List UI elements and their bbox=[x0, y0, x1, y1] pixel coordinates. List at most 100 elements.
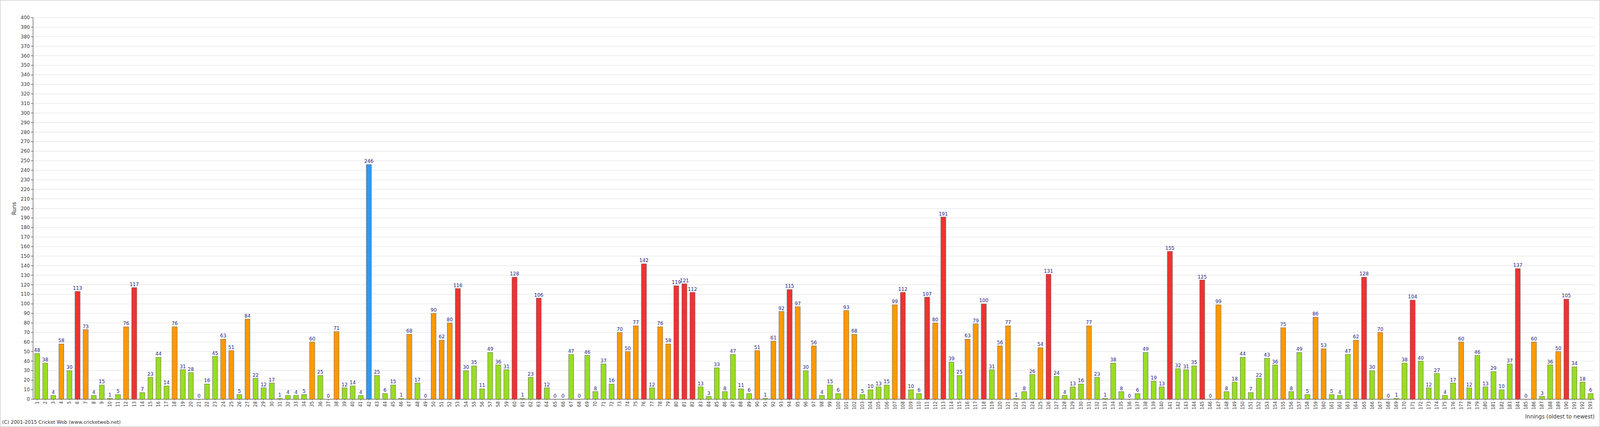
tick-label: 114 bbox=[949, 401, 955, 410]
tick-label: 130 bbox=[1078, 401, 1084, 410]
tick-label: 320 bbox=[20, 91, 30, 97]
tick-mark bbox=[554, 398, 556, 400]
tick-label: 35 bbox=[309, 401, 315, 407]
bar bbox=[746, 393, 752, 399]
data-label: 97 bbox=[794, 300, 801, 307]
tick-mark bbox=[740, 398, 742, 400]
tick-label: 142 bbox=[1176, 401, 1181, 410]
tick-label: 40 bbox=[24, 358, 31, 364]
bar bbox=[1021, 391, 1027, 399]
bar bbox=[682, 283, 687, 399]
tick-label: 23 bbox=[212, 401, 218, 407]
tick-label: 64 bbox=[544, 401, 550, 407]
tick-label: 150 bbox=[20, 253, 30, 259]
data-label: 246 bbox=[364, 158, 374, 164]
tick-label: 143 bbox=[1184, 401, 1189, 410]
data-label: 5 bbox=[1306, 388, 1310, 394]
tick-label: 185 bbox=[1523, 401, 1529, 410]
tick-mark bbox=[473, 398, 475, 400]
tick-label: 129 bbox=[1070, 401, 1076, 410]
tick-mark bbox=[1444, 398, 1446, 400]
tick-mark bbox=[30, 246, 34, 247]
tick-label: 33 bbox=[293, 401, 299, 407]
tick-mark bbox=[30, 303, 34, 304]
tick-label: 169 bbox=[1394, 401, 1399, 410]
data-label: 33 bbox=[713, 361, 720, 367]
grid-line bbox=[33, 84, 1595, 85]
bar bbox=[1547, 364, 1553, 399]
tick-label: 46 bbox=[398, 401, 404, 407]
tick-label: 158 bbox=[1305, 401, 1310, 410]
data-label: 56 bbox=[996, 339, 1004, 346]
bar bbox=[916, 393, 922, 399]
tick-mark bbox=[449, 398, 451, 400]
data-label: 6 bbox=[917, 387, 921, 393]
tick-label: 47 bbox=[406, 401, 412, 407]
tick-label: 188 bbox=[1548, 401, 1554, 410]
tick-mark bbox=[158, 398, 159, 400]
data-label: 39 bbox=[948, 355, 955, 362]
tick-mark bbox=[30, 102, 34, 104]
tick-mark bbox=[417, 398, 418, 400]
data-label: 3 bbox=[707, 390, 711, 396]
bar bbox=[430, 313, 436, 399]
tick-label: 193 bbox=[1588, 401, 1594, 410]
data-label: 125 bbox=[1197, 274, 1207, 280]
tick-label: 210 bbox=[20, 196, 30, 202]
tick-mark bbox=[837, 398, 839, 400]
tick-label: 115 bbox=[957, 401, 963, 410]
data-label: 73 bbox=[82, 323, 89, 330]
tick-mark bbox=[30, 36, 34, 37]
tick-mark bbox=[789, 398, 790, 400]
data-label: 53 bbox=[1320, 342, 1327, 348]
data-label: 71 bbox=[333, 325, 340, 331]
tick-label: 136 bbox=[1127, 401, 1133, 410]
bar bbox=[228, 350, 234, 399]
data-label: 22 bbox=[1256, 372, 1262, 378]
tick-mark bbox=[1404, 398, 1405, 400]
bar bbox=[1353, 339, 1359, 399]
tick-label: 10 bbox=[107, 401, 113, 407]
tick-mark bbox=[85, 398, 86, 400]
bar bbox=[438, 339, 444, 399]
bar bbox=[948, 361, 954, 399]
tick-label: 43 bbox=[374, 401, 380, 407]
tick-mark bbox=[1088, 398, 1090, 400]
tick-mark bbox=[700, 398, 701, 400]
tick-label: 260 bbox=[20, 148, 30, 154]
tick-mark bbox=[30, 84, 34, 85]
tick-label: 85 bbox=[714, 401, 720, 407]
data-label: 70 bbox=[616, 326, 623, 332]
bar bbox=[641, 263, 647, 399]
tick-mark bbox=[959, 398, 960, 400]
tick-label: 370 bbox=[20, 43, 30, 50]
data-label: 47 bbox=[730, 348, 736, 354]
bar bbox=[1337, 395, 1342, 399]
grid-line bbox=[33, 141, 1595, 142]
tick-label: 163 bbox=[1345, 401, 1351, 410]
tick-mark bbox=[93, 398, 94, 400]
bar bbox=[900, 292, 906, 399]
tick-mark bbox=[676, 398, 677, 400]
tick-label: 81 bbox=[682, 401, 687, 407]
tick-label: 123 bbox=[1021, 401, 1027, 410]
data-label: 60 bbox=[1458, 336, 1465, 342]
tick-label: 130 bbox=[20, 272, 30, 278]
bar bbox=[722, 391, 727, 399]
tick-mark bbox=[1153, 398, 1155, 400]
tick-label: 103 bbox=[860, 401, 866, 410]
bar bbox=[1305, 394, 1310, 399]
tick-mark bbox=[1582, 398, 1583, 400]
tick-mark bbox=[441, 398, 443, 400]
tick-mark bbox=[44, 398, 46, 400]
data-label: 1 bbox=[763, 392, 767, 398]
tick-mark bbox=[328, 398, 329, 400]
tick-mark bbox=[1557, 398, 1559, 400]
tick-label: 96 bbox=[803, 401, 809, 407]
data-label: 36 bbox=[1547, 358, 1554, 365]
data-label: 31 bbox=[503, 363, 510, 370]
grid-line bbox=[33, 74, 1595, 76]
data-label: 25 bbox=[317, 369, 324, 375]
tick-label: 200 bbox=[20, 205, 30, 212]
tick-label: 38 bbox=[334, 401, 340, 407]
